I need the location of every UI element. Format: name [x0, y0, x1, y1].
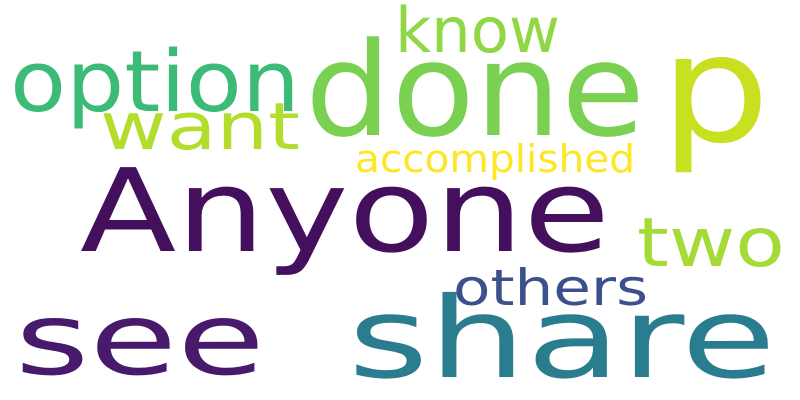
- word-accomplished: accomplished: [355, 137, 635, 181]
- word-done: done: [305, 14, 645, 166]
- word-option: option: [10, 33, 300, 132]
- word-anyone: Anyone: [80, 145, 610, 279]
- word-want: want: [100, 90, 300, 165]
- word-see: see: [15, 281, 265, 398]
- word-others: others: [453, 259, 648, 317]
- word-p: p: [660, 3, 770, 177]
- word-two: two: [637, 204, 785, 283]
- word-know: know: [395, 0, 560, 67]
- word-share: share: [348, 274, 776, 400]
